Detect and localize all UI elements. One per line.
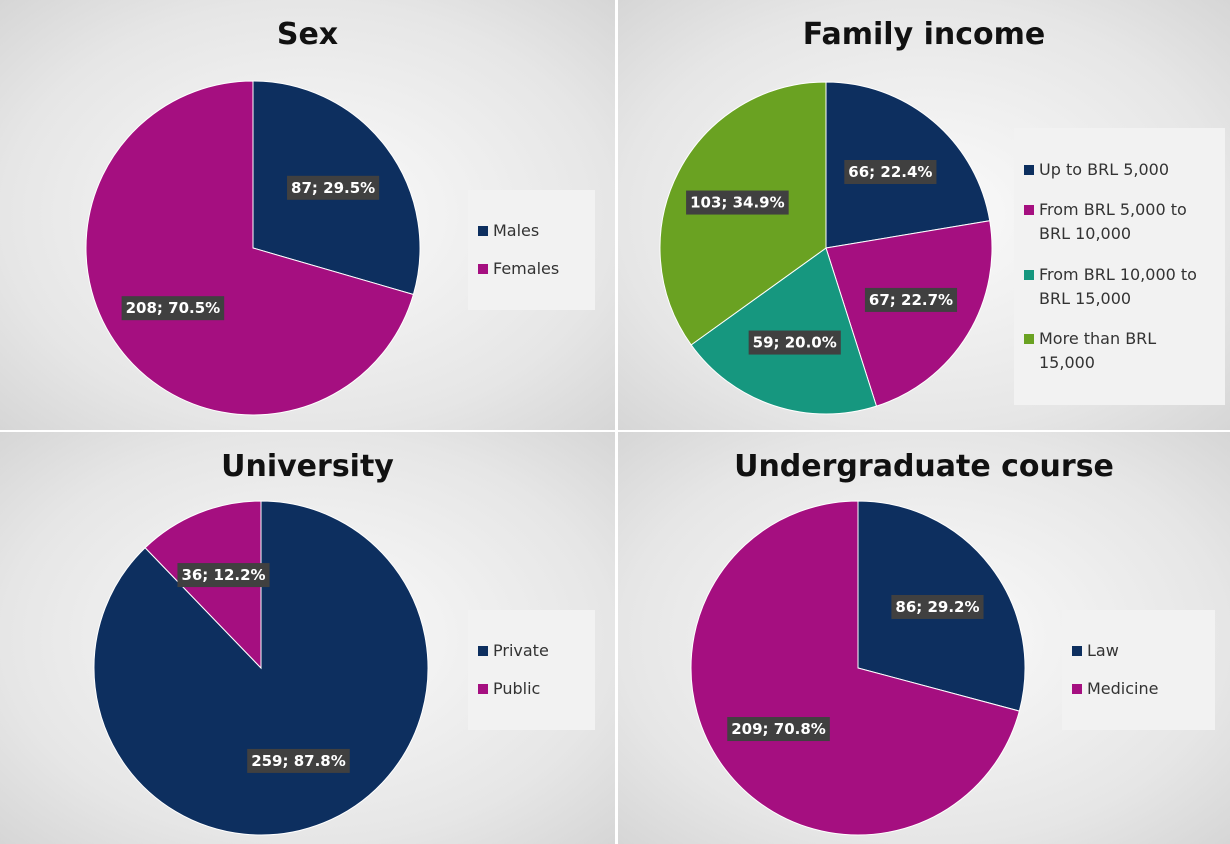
data-label: 209; 70.8% bbox=[731, 720, 826, 738]
data-label: 59; 20.0% bbox=[753, 334, 837, 352]
legend-swatch bbox=[1072, 684, 1082, 695]
pie-slice bbox=[85, 80, 415, 416]
chart: Sex 87; 29.5% 208; 70.5% bbox=[85, 17, 421, 416]
data-label: 86; 29.2% bbox=[895, 598, 979, 616]
legend: Law Medicine bbox=[1062, 610, 1215, 730]
chart: Undergraduate course 86; 29.2% 209; 70.8% bbox=[690, 449, 1114, 836]
legend-swatch bbox=[478, 264, 488, 275]
legend-swatch bbox=[1024, 333, 1034, 344]
legend-label: Law bbox=[1087, 640, 1119, 660]
chart-title: Family income bbox=[803, 17, 1045, 52]
legend: Private Public bbox=[468, 610, 595, 730]
legend-entry: From BRL 10,000 to BRL 15,000 bbox=[1024, 263, 1215, 311]
legend-label: Up to BRL 5,000 bbox=[1039, 160, 1169, 180]
data-label: 67; 22.7% bbox=[869, 291, 953, 309]
legend-label: Private bbox=[493, 640, 549, 660]
chart-panel: Sex 87; 29.5% 208; 70.5% Males Females bbox=[0, 0, 615, 430]
chart-title: Sex bbox=[277, 17, 338, 52]
legend-swatch bbox=[1024, 205, 1034, 216]
data-label-bg bbox=[121, 296, 225, 321]
chart: Family income 66; 22.4% 67; 22.7% 59; 20.0%… bbox=[659, 17, 1045, 415]
legend-swatch bbox=[478, 645, 488, 656]
legend-entry: Law bbox=[1072, 639, 1119, 663]
legend-entry: More than BRL 15,000 bbox=[1024, 327, 1215, 375]
data-label: 36; 12.2% bbox=[181, 566, 265, 584]
data-label: 66; 22.4% bbox=[848, 163, 932, 181]
legend-entry: Males bbox=[478, 219, 539, 243]
data-label: 259; 87.8% bbox=[251, 752, 346, 770]
legend-label: Medicine bbox=[1087, 679, 1159, 699]
chart-panel: Undergraduate course 86; 29.2% 209; 70.8% L… bbox=[618, 432, 1230, 844]
legend-entry: Private bbox=[478, 639, 549, 663]
chart-title: University bbox=[221, 449, 394, 484]
pie-slice bbox=[825, 220, 993, 407]
chart-panel: Family income 66; 22.4% 67; 22.7% 59; 20.0%… bbox=[618, 0, 1230, 430]
chart-panel: University 259; 87.8% 36; 12.2% Private Publ… bbox=[0, 432, 615, 844]
data-label-bg bbox=[247, 748, 350, 773]
legend-swatch bbox=[1024, 269, 1034, 280]
legend-label: Females bbox=[493, 259, 560, 279]
legend-label: From BRL 5,000 to BRL 10,000 bbox=[1039, 200, 1187, 244]
data-label-bg bbox=[864, 287, 958, 312]
legend-entry: Public bbox=[478, 677, 540, 701]
data-label: 87; 29.5% bbox=[291, 179, 375, 197]
data-label-bg bbox=[727, 717, 830, 742]
legend-label: Public bbox=[493, 679, 541, 699]
chart: University 259; 87.8% 36; 12.2% bbox=[93, 449, 429, 836]
data-label-bg bbox=[844, 160, 937, 185]
data-label-bg bbox=[287, 175, 380, 200]
legend-label: From BRL 10,000 to BRL 15,000 bbox=[1039, 264, 1197, 308]
legend-entry: Medicine bbox=[1072, 677, 1158, 701]
legend: Males Females bbox=[468, 190, 595, 310]
legend-swatch bbox=[1024, 165, 1034, 176]
data-label-bg bbox=[891, 594, 984, 619]
legend-label: More than BRL 15,000 bbox=[1039, 328, 1157, 372]
data-label-bg bbox=[177, 563, 270, 588]
legend-swatch bbox=[478, 684, 488, 695]
data-label: 208; 70.5% bbox=[126, 299, 221, 317]
legend: Up to BRL 5,000 From BRL 5,000 to BRL 10,… bbox=[1014, 128, 1225, 405]
data-label: 103; 34.9% bbox=[690, 194, 785, 212]
legend-swatch bbox=[478, 225, 488, 236]
data-label-bg bbox=[686, 190, 789, 215]
data-label-bg bbox=[748, 330, 841, 355]
chart-title: Undergraduate course bbox=[734, 449, 1114, 484]
legend-entry: From BRL 5,000 to BRL 10,000 bbox=[1024, 198, 1215, 246]
legend-entry: Up to BRL 5,000 bbox=[1024, 158, 1169, 182]
legend-label: Males bbox=[493, 220, 540, 240]
pie-slice bbox=[690, 500, 1020, 836]
legend-entry: Females bbox=[478, 257, 559, 281]
legend-swatch bbox=[1072, 645, 1082, 656]
